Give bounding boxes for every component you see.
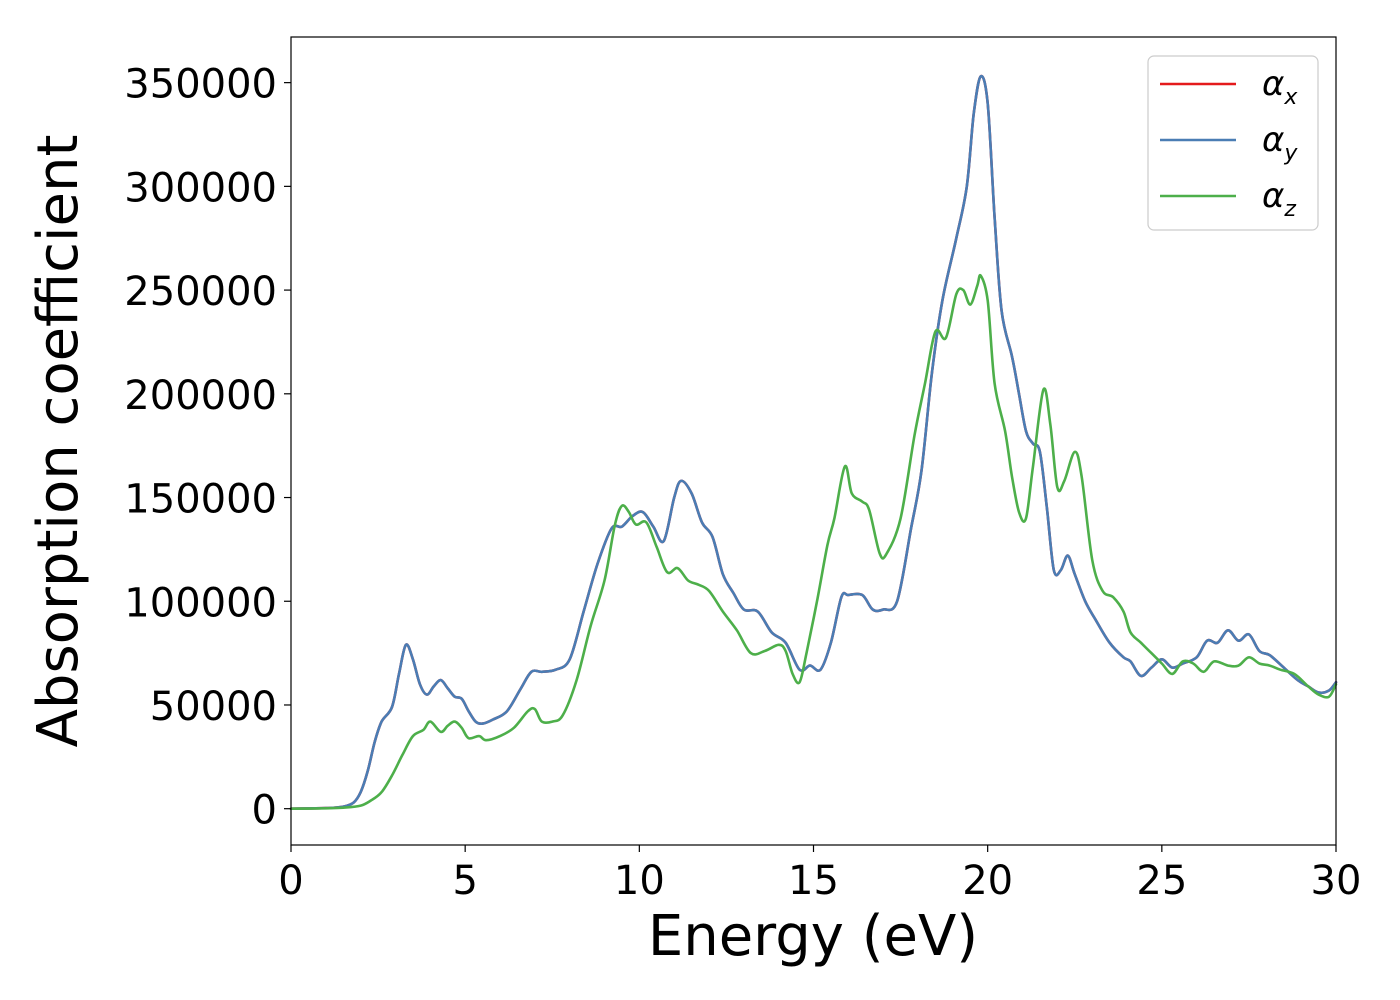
y-tick-label: 300000 (124, 165, 277, 211)
legend-label-y: αy (1262, 120, 1298, 166)
y-tick-label: 50000 (150, 684, 277, 730)
legend-box (1147, 55, 1319, 231)
x-tick-label: 25 (1136, 858, 1187, 904)
x-tick-label: 20 (962, 858, 1013, 904)
y-tick-label: 350000 (124, 62, 277, 108)
legend-label-z: αz (1262, 176, 1296, 222)
x-tick-label: 15 (788, 858, 839, 904)
y-tick-label: 100000 (124, 580, 277, 626)
x-axis-ticks: 0 5 10 15 20 25 30 (278, 845, 1361, 904)
y-tick-label: 0 (252, 788, 277, 834)
y-tick-label: 200000 (124, 373, 277, 419)
x-tick-label: 30 (1311, 858, 1362, 904)
x-tick-label: 0 (278, 858, 303, 904)
series-layer (289, 74, 1338, 810)
y-axis-ticks: 0 50000 100000 150000 200000 250000 300000 3500… (124, 62, 291, 834)
x-tick-label: 5 (452, 858, 477, 904)
series-line-z (289, 273, 1338, 810)
y-tick-label: 250000 (124, 269, 277, 315)
legend: αx αy αz (1147, 55, 1319, 231)
x-axis-title: Energy (eV) (648, 904, 978, 969)
series-line-y (289, 74, 1338, 810)
x-tick-label: 10 (614, 858, 665, 904)
y-axis-title: Absorption coefficient (26, 135, 91, 748)
y-tick-label: 150000 (124, 477, 277, 523)
legend-label-x: αx (1262, 64, 1298, 110)
